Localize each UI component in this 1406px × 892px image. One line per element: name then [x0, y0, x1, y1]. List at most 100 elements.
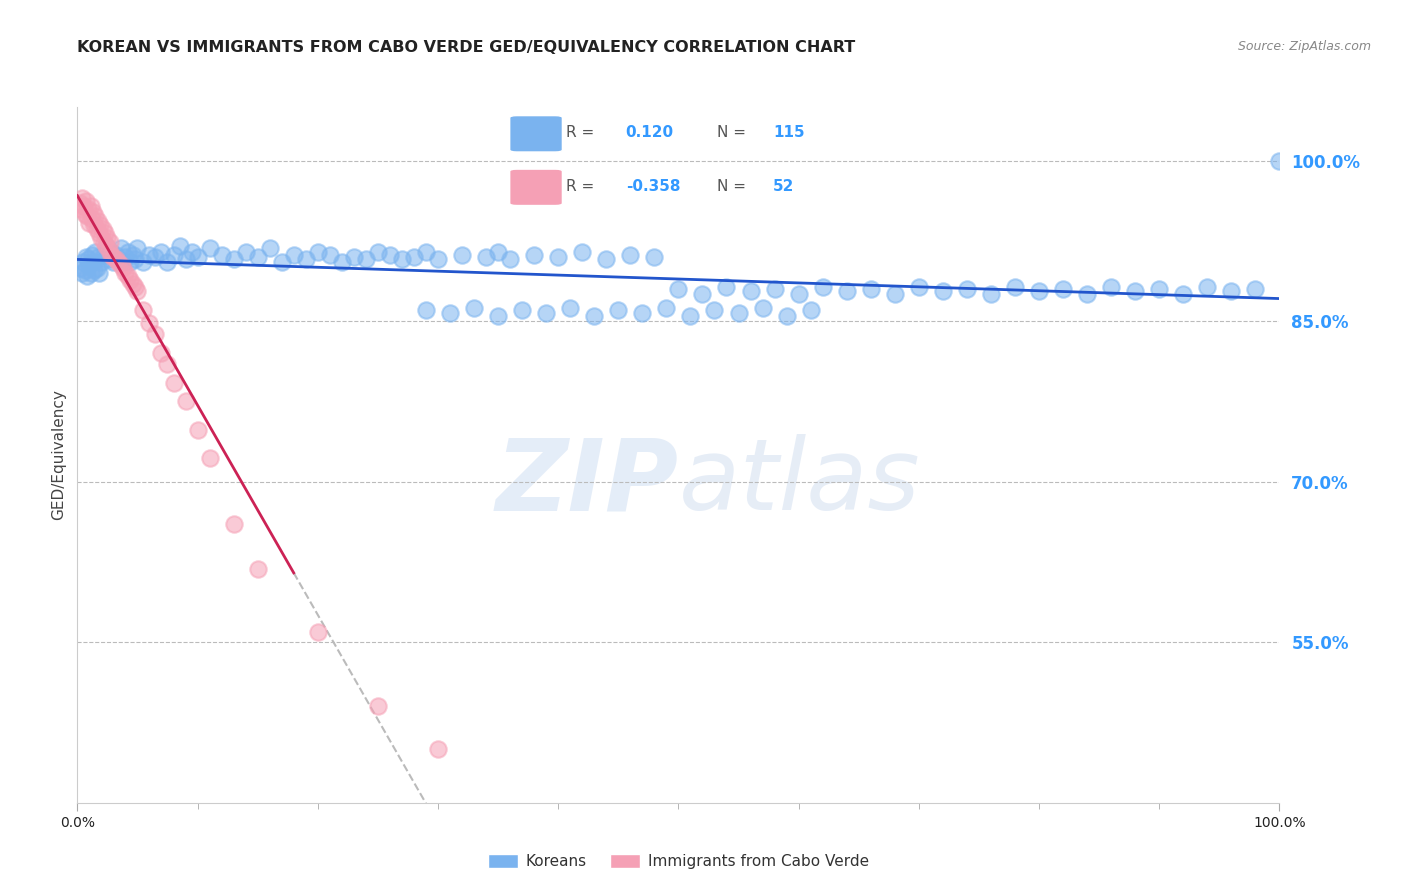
Point: [583, 309, 606, 323]
Point: [451, 248, 474, 262]
Point: [631, 305, 654, 319]
Point: [87, 250, 110, 264]
Point: [510, 303, 533, 318]
Point: [415, 244, 437, 259]
Point: [475, 250, 498, 264]
Point: [79, 266, 101, 280]
Point: [87, 266, 110, 280]
Point: [75, 194, 97, 209]
Point: [1149, 282, 1171, 296]
Point: [198, 451, 221, 466]
Point: [145, 250, 167, 264]
Point: [162, 248, 184, 262]
Point: [117, 269, 139, 284]
Point: [499, 252, 522, 266]
Point: [908, 280, 931, 294]
Point: [150, 244, 173, 259]
Point: [111, 260, 134, 275]
Point: [156, 357, 179, 371]
Point: [439, 305, 461, 319]
Point: [107, 252, 129, 266]
Point: [643, 250, 665, 264]
Point: [391, 252, 413, 266]
Point: [69, 196, 91, 211]
Point: [84, 244, 107, 259]
Point: [343, 250, 366, 264]
Point: [619, 248, 641, 262]
Point: [402, 250, 425, 264]
Point: [547, 250, 569, 264]
Point: [1268, 153, 1291, 168]
FancyBboxPatch shape: [509, 116, 562, 152]
FancyBboxPatch shape: [509, 169, 562, 205]
Point: [70, 191, 93, 205]
Point: [96, 230, 118, 244]
Point: [956, 282, 979, 296]
Point: [114, 250, 136, 264]
Point: [110, 241, 132, 255]
Point: [679, 309, 702, 323]
Point: [117, 244, 139, 259]
Text: KOREAN VS IMMIGRANTS FROM CABO VERDE GED/EQUIVALENCY CORRELATION CHART: KOREAN VS IMMIGRANTS FROM CABO VERDE GED…: [77, 40, 856, 55]
Point: [222, 252, 245, 266]
Point: [180, 244, 202, 259]
Point: [96, 239, 118, 253]
Point: [75, 250, 97, 264]
Point: [787, 287, 810, 301]
Point: [84, 209, 107, 223]
Point: [82, 205, 104, 219]
Point: [246, 562, 269, 576]
Text: R =: R =: [565, 125, 595, 140]
Point: [100, 244, 122, 259]
Point: [835, 284, 858, 298]
Point: [378, 248, 401, 262]
Point: [132, 303, 155, 318]
Y-axis label: GED/Equivalency: GED/Equivalency: [51, 390, 66, 520]
Point: [80, 212, 103, 227]
Point: [87, 227, 110, 241]
Point: [259, 241, 281, 255]
Point: [132, 255, 155, 269]
Point: [127, 241, 149, 255]
Point: [93, 248, 115, 262]
Point: [77, 252, 100, 266]
Point: [90, 230, 112, 244]
Point: [77, 202, 100, 216]
Point: [111, 255, 134, 269]
Point: [174, 394, 197, 409]
Point: [811, 280, 834, 294]
Point: [93, 235, 115, 249]
Point: [607, 303, 630, 318]
Point: [100, 248, 122, 262]
Point: [138, 248, 160, 262]
Point: [72, 255, 94, 269]
Point: [270, 255, 292, 269]
Point: [222, 517, 245, 532]
Point: [103, 250, 125, 264]
Point: [307, 624, 329, 639]
Point: [283, 248, 305, 262]
Point: [235, 244, 257, 259]
Point: [87, 213, 110, 227]
Point: [156, 255, 179, 269]
Point: [73, 207, 96, 221]
Point: [198, 241, 221, 255]
Point: [73, 262, 96, 277]
Point: [91, 222, 114, 236]
Point: [120, 255, 142, 269]
Point: [94, 227, 117, 241]
Point: [883, 287, 905, 301]
Point: [90, 255, 112, 269]
Point: [72, 198, 94, 212]
Point: [79, 216, 101, 230]
Point: [96, 239, 118, 253]
Point: [1123, 284, 1146, 298]
Point: [319, 248, 342, 262]
Point: [703, 303, 725, 318]
Point: [595, 252, 617, 266]
Point: [859, 282, 882, 296]
Point: [70, 266, 93, 280]
Point: [86, 260, 108, 275]
Point: [1173, 287, 1195, 301]
Point: [246, 250, 269, 264]
